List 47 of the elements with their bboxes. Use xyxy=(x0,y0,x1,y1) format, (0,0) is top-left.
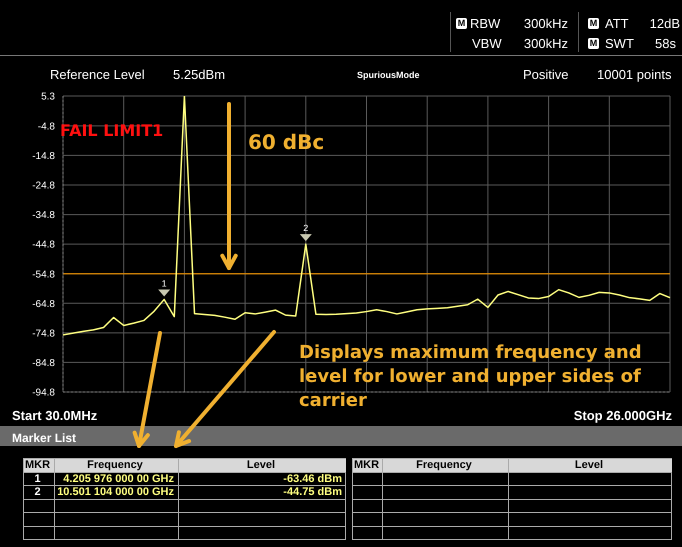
y-tick-label: -14.8 xyxy=(32,150,56,162)
text: SpuriousMode xyxy=(357,70,420,80)
m-icon: M xyxy=(588,18,599,29)
text: Start 30.0MHz xyxy=(12,408,98,423)
text: Positive xyxy=(523,67,569,82)
text: 10.501 104 000 00 GHz xyxy=(56,486,174,499)
y-tick-label: -94.8 xyxy=(32,388,56,399)
text: 4.205 976 000 00 GHz xyxy=(62,473,174,486)
y-tick-label: -44.8 xyxy=(32,240,56,251)
y-tick-label: -54.8 xyxy=(32,269,56,280)
text: 300kHz xyxy=(524,36,568,51)
text: 5.25dBm xyxy=(173,67,226,82)
text: VBW xyxy=(472,36,502,51)
text: ATT xyxy=(605,16,629,31)
y-tick-label: -4.8 xyxy=(38,121,56,132)
text: 300kHz xyxy=(524,16,568,31)
y-tick-label: -84.8 xyxy=(32,358,56,369)
text: -44.75 dBm xyxy=(282,486,342,499)
text: Stop 26.000GHz xyxy=(574,408,672,423)
text: 2 xyxy=(33,486,42,499)
y-tick-label: -34.8 xyxy=(32,210,56,222)
text: RBW xyxy=(470,16,500,31)
text: 12dB xyxy=(650,16,680,31)
m-icon: M xyxy=(588,38,599,49)
text: Marker List xyxy=(12,431,76,445)
text: 58s xyxy=(655,36,676,51)
annotation: 1 xyxy=(162,278,167,288)
text: 10001 points xyxy=(597,67,672,82)
text: Frequency xyxy=(415,459,473,472)
annotation: Displays maximum frequency and level for lower and upper sides of carrier xyxy=(299,342,642,411)
text: SWT xyxy=(605,36,634,51)
text: Level xyxy=(574,459,604,472)
m-icon: M xyxy=(456,18,467,29)
annotation: 60 dBc xyxy=(248,130,324,154)
text: Frequency xyxy=(86,459,144,472)
y-tick-label: -64.8 xyxy=(32,298,56,310)
text: -63.46 dBm xyxy=(282,473,342,486)
annotation: 2 xyxy=(303,223,308,234)
text: MKR xyxy=(25,459,50,472)
y-tick-label: -74.8 xyxy=(32,328,56,340)
text: Reference Level xyxy=(50,67,145,82)
y-tick-label: 5.3 xyxy=(41,92,56,103)
y-tick-label: -24.8 xyxy=(32,180,56,192)
annotation: FAIL LIMIT1 xyxy=(60,121,164,140)
text: Level xyxy=(246,459,276,472)
text: MKR xyxy=(354,459,380,472)
text: 1 xyxy=(33,473,42,486)
